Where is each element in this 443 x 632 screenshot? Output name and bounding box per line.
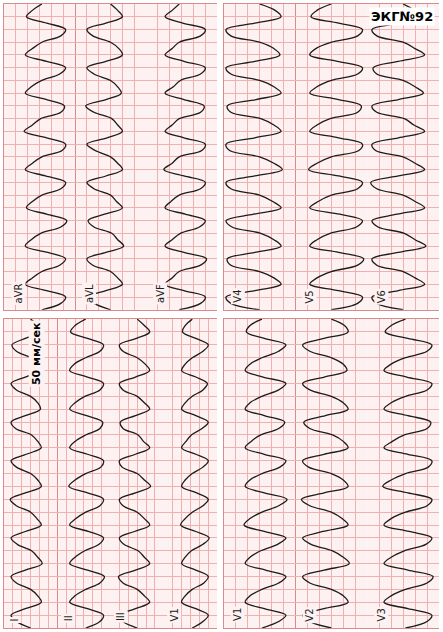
svg-text:I: I xyxy=(9,619,20,622)
svg-text:III: III xyxy=(115,612,126,621)
svg-text:V6: V6 xyxy=(376,290,387,303)
svg-text:aVR: aVR xyxy=(13,283,24,303)
svg-text:aVF: aVF xyxy=(155,284,166,303)
svg-text:V4: V4 xyxy=(232,290,243,303)
svg-text:V2: V2 xyxy=(304,608,315,621)
svg-text:II: II xyxy=(63,615,74,621)
svg-text:ЭКГ№92: ЭКГ№92 xyxy=(371,9,433,24)
svg-text:50 мм/сек: 50 мм/сек xyxy=(30,322,43,385)
svg-text:V5: V5 xyxy=(304,290,315,303)
svg-text:aVL: aVL xyxy=(84,284,95,303)
svg-text:V3: V3 xyxy=(376,608,387,621)
svg-text:V1: V1 xyxy=(169,608,180,621)
svg-text:V1: V1 xyxy=(232,608,243,621)
